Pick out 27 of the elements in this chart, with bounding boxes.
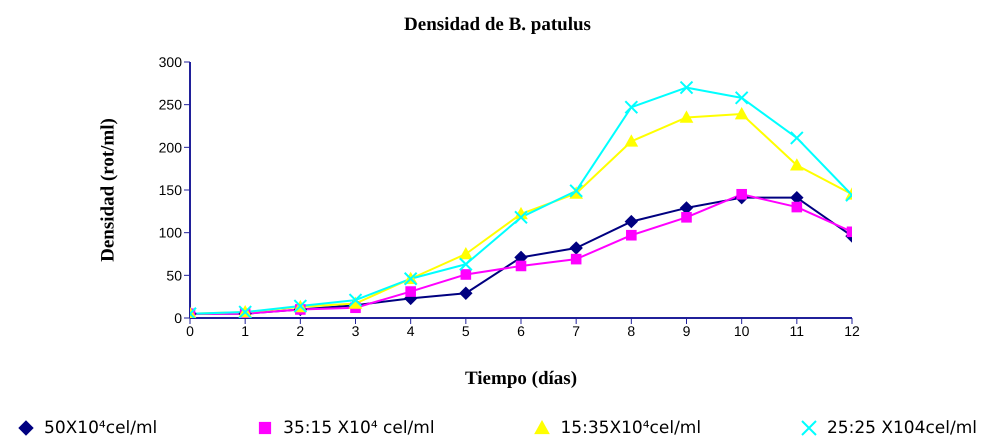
legend-label: 25:25 X104cel/ml <box>826 418 977 438</box>
x-tick-label: 9 <box>682 322 691 339</box>
x-tick-label: 6 <box>517 322 526 339</box>
y-tick-label: 300 <box>158 54 182 70</box>
x-axis-title: Tiempo (días) <box>464 368 578 389</box>
x-tick-label: 3 <box>352 322 360 339</box>
legend-label: 15:35X10⁴cel/ml <box>560 418 702 438</box>
x-tick-label: 1 <box>241 322 250 339</box>
x-tick-label: 11 <box>790 322 804 339</box>
x-tick-label: 2 <box>296 322 304 339</box>
legend-label: 50X10⁴cel/ml <box>44 418 158 438</box>
x-tick-label: 12 <box>844 322 860 339</box>
y-tick-label: 0 <box>174 310 182 326</box>
y-tick-label: 200 <box>158 139 182 156</box>
y-tick-label: 50 <box>166 267 182 284</box>
x-tick-label: 5 <box>462 322 470 339</box>
x-tick-label: 10 <box>734 322 750 339</box>
chart-title: Densidad de B. patulus <box>403 14 592 36</box>
y-tick-label: 150 <box>158 182 182 198</box>
legend-label: 35:15 X10⁴ cel/ml <box>283 418 435 438</box>
x-tick-label: 7 <box>572 322 580 339</box>
x-tick-label: 0 <box>186 322 194 339</box>
y-tick-label: 250 <box>158 96 182 113</box>
y-axis-title: Densidad (rot/ml) <box>98 118 119 262</box>
x-tick-label: 4 <box>406 322 415 339</box>
y-tick-label: 100 <box>158 224 182 241</box>
x-tick-label: 8 <box>627 322 636 339</box>
